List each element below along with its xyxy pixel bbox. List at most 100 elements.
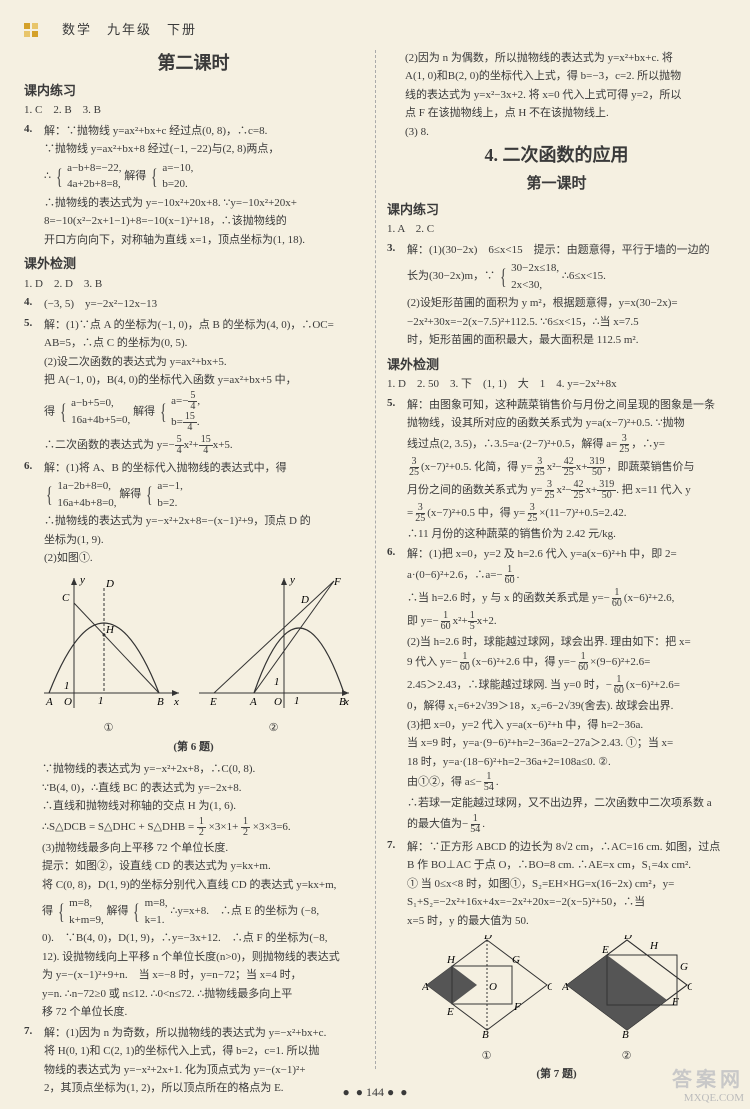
kw6c-l7: 为 y=−(x−1)²+9+n. 当 x=−8 时，y=n−72；当 x=4 时… [42,967,363,984]
page-header: 数学 九年级 下册 [24,20,726,40]
rq6-l8: 0，解得 x₁=6+2√39＞18，x₂=6−2√39(舍去). 故球会出界. [407,698,712,715]
kw6-l1: 解：(1)将 A、B 的坐标代入抛物线的表达式中，得 [44,460,311,477]
fig6-row: A B C D H O x y 1 1 ① [24,573,363,737]
rq3-l1: 解：(1)(30−2x) 6≤x<15 提示：由题意得，平行于墙的一边的 [407,242,710,259]
kw6b-s: ∴S△DCB = S△DHC + S△DHB = 12 ×3×1+ 12 ×3×… [42,817,363,838]
fig6-graph1: A B C D H O x y 1 1 [34,573,184,713]
page-footer: ● ● 144 ● ● [0,1083,750,1101]
q4-num: 4. [24,121,42,251]
kw5-l3: (2)设二次函数的表达式为 y=ax²+bx+5. [44,354,334,371]
rq6-l13: ∴若球一定能越过球网，又不出边界，二次函数中二次项系数 a [407,795,712,812]
kw-answers: 1. D 2. D 3. B [24,276,363,293]
kn-answers: 1. C 2. B 3. B [24,102,363,119]
svg-text:O: O [489,981,497,993]
rq6-l4: 即 y=−160x²+15x+2. [407,611,712,632]
rq3-l2: 长为(30−2x)m，∵ { 30−2x≤18, 2x<30, ∴6≤x<15. [407,260,710,293]
kewai-heading: 课外检测 [24,254,363,274]
svg-text:O: O [64,696,72,708]
rq6-l12: 由①②，得 a≤−154. [407,772,712,793]
rq6-l5: (2)当 h=2.6 时，球能越过球网，球会出界. 理由如下：把 x= [407,634,712,651]
kw6c-l5: 0). ∵B(4, 0)，D(1, 9)，∴y=−3x+12. ∴点 F 的坐标… [42,930,363,947]
rq6-l7: 2.45＞2.43，∴球能越过球网. 当 y=0 时，−160(x−6)²+2.… [407,675,712,696]
svg-text:E: E [209,696,217,708]
svg-text:F: F [513,1001,521,1013]
r-kn-head: 课内练习 [387,200,726,220]
svg-text:G: G [680,961,688,973]
kw5-sys: 得 { a−b+5=0, 16a+4b+5=0, 解得 { a=−54, b=1… [44,391,334,433]
logo-squares [24,23,52,37]
kw6c-l9: 移 72 个单位长度. [42,1004,363,1021]
rtop-l2: A(1, 0)和B(2, 0)的坐标代入上式，得 b=−3，c=2. 所以抛物 [387,68,726,85]
fig6-cap1: ① [34,720,184,737]
svg-text:F: F [671,996,679,1008]
svg-text:1: 1 [274,676,280,688]
q4-l1: 解：∵抛物线 y=ax²+bx+c 经过点(0, 8)，∴c=8. [44,123,305,140]
svg-text:x: x [343,696,349,708]
rq5-l2: 抛物线，设其所对应的函数关系式为 y=a(x−7)²+0.5. ∵抛物 [407,415,715,432]
column-separator [375,50,376,1069]
svg-text:A: A [45,696,53,708]
svg-text:1: 1 [294,695,300,707]
right-column: (2)因为 n 为偶数，所以抛物线的表达式为 y=x²+bx+c. 将 A(1,… [383,48,726,1099]
left-column: 第二课时 课内练习 1. C 2. B 3. B 4. 解：∵抛物线 y=ax²… [24,48,367,1099]
svg-text:E: E [446,1006,454,1018]
subject-label: 数学 九年级 下册 [62,20,197,40]
svg-text:H: H [446,954,456,966]
svg-text:D: D [483,935,492,942]
lesson-title: 第二课时 [24,50,363,77]
r-kw-ans: 1. D 2. 50 3. 下 (1, 1) 大 1 4. y=−2x²+8x [387,376,726,393]
svg-text:O: O [274,696,282,708]
kw4-num: 4. [24,294,42,315]
svg-text:D: D [105,578,114,590]
fig7-graph1: D C B A H G F E O [422,935,552,1040]
svg-text:y: y [289,574,295,586]
svg-text:C: C [547,981,552,993]
svg-text:1: 1 [64,680,70,692]
q4-l2: ∵抛物线 y=ax²+bx+8 经过(−1, −22)与(2, 8)两点， [44,141,305,158]
kw6-l2: ∴抛物线的表达式为 y=−x²+2x+8=−(x−1)²+9，顶点 D 的 [44,513,311,530]
kw5-num: 5. [24,315,42,458]
big-title: 4. 二次函数的应用 [387,142,726,169]
rq5-l3: 线过点(2, 3.5)，∴3.5=a·(2−7)²+0.5，解得 a=325，∴… [407,434,715,455]
rq6-l6: 9 代入 y=−160(x−6)²+2.6 中，得 y=−160×(9−6)²+… [407,652,712,673]
rtop-l5: (3) 8. [387,124,726,141]
kw6-sys: { 1a−2b+8=0, 16a+4b+8=0, 解得 { a=−1, b=2. [44,478,311,511]
rq6-l2: a·(0−6)²+2.6，∴a=−160. [407,565,712,586]
r-kw-head: 课外检测 [387,355,726,375]
kw7-l2: 将 H(0, 1)和 C(2, 1)的坐标代入上式，得 b=2，c=1. 所以抛 [44,1043,326,1060]
svg-text:H: H [105,624,115,636]
kw6b-l3: ∴直线和抛物线对称轴的交点 H 为(1, 6). [42,798,363,815]
kw6c-l3: 将 C(0, 8)，D(1, 9)的坐标分别代入直线 CD 的表达式 y=kx+… [42,877,363,894]
fig7-cap2: ② [562,1048,692,1065]
rq7-num: 7. [387,837,405,932]
q4-l4: ∴抛物线的表达式为 y=−10x²+20x+8. ∵y=−10x²+20x+ [44,195,305,212]
rtop-l4: 点 F 在该抛物线上，点 H 不在该抛物线上. [387,105,726,122]
rq6-l1: 解：(1)把 x=0，y=2 及 h=2.6 代入 y=a(x−6)²+h 中，… [407,546,712,563]
svg-text:D: D [300,594,309,606]
kw6c-l1: (3)抛物线最多向上平移 72 个单位长度. [42,840,363,857]
sub-title: 第一课时 [387,173,726,196]
kw6-l3: 坐标为(1, 9). [44,532,311,549]
kw7-l3: 物线的表达式为 y=−x²+2x+1. 化为顶点式为 y=−(x−1)²+ [44,1062,326,1079]
rq6-l3: ∴当 h=2.6 时，y 与 x 的函数关系式是 y=−160(x−6)²+2.… [407,588,712,609]
q4-l6: 开口方向向下，对称轴为直线 x=1，顶点坐标为(1, 18). [44,232,305,249]
r-kn-ans: 1. A 2. C [387,221,726,238]
watermark: 答案网 MXQE.COM [672,1068,744,1105]
rq7-l2: B 作 BO⊥AC 于点 O，∴BO=8 cm. ∴AE=x cm，S₁=4x … [407,857,720,874]
kw6-l4: (2)如图①. [44,550,311,567]
svg-text:F: F [333,576,341,588]
kw6b-l2: ∵B(4, 0)，∴直线 BC 的表达式为 y=−2x+8. [42,780,363,797]
fig6-caption: (第 6 题) [24,739,363,756]
rq6-num: 6. [387,544,405,837]
svg-text:C: C [62,592,70,604]
svg-text:D: D [623,935,632,942]
rq7-l4: S₁+S₂=−2x²+16x+4x=−2x²+20x=−2(x−5)²+50，∴… [407,894,720,911]
svg-text:B: B [622,1029,629,1040]
svg-text:A: A [249,696,257,708]
kenei-heading: 课内练习 [24,81,363,101]
rq6-l14: 的最大值为−154. [407,814,712,835]
svg-text:E: E [601,944,609,956]
rtop-l3: 线的表达式为 y=x²−3x+2. 将 x=0 代入上式可得 y=2，所以 [387,87,726,104]
svg-text:1: 1 [98,695,104,707]
rq3-l5: 时，矩形苗圃的面积最大，最大面积是 112.5 m². [407,332,710,349]
